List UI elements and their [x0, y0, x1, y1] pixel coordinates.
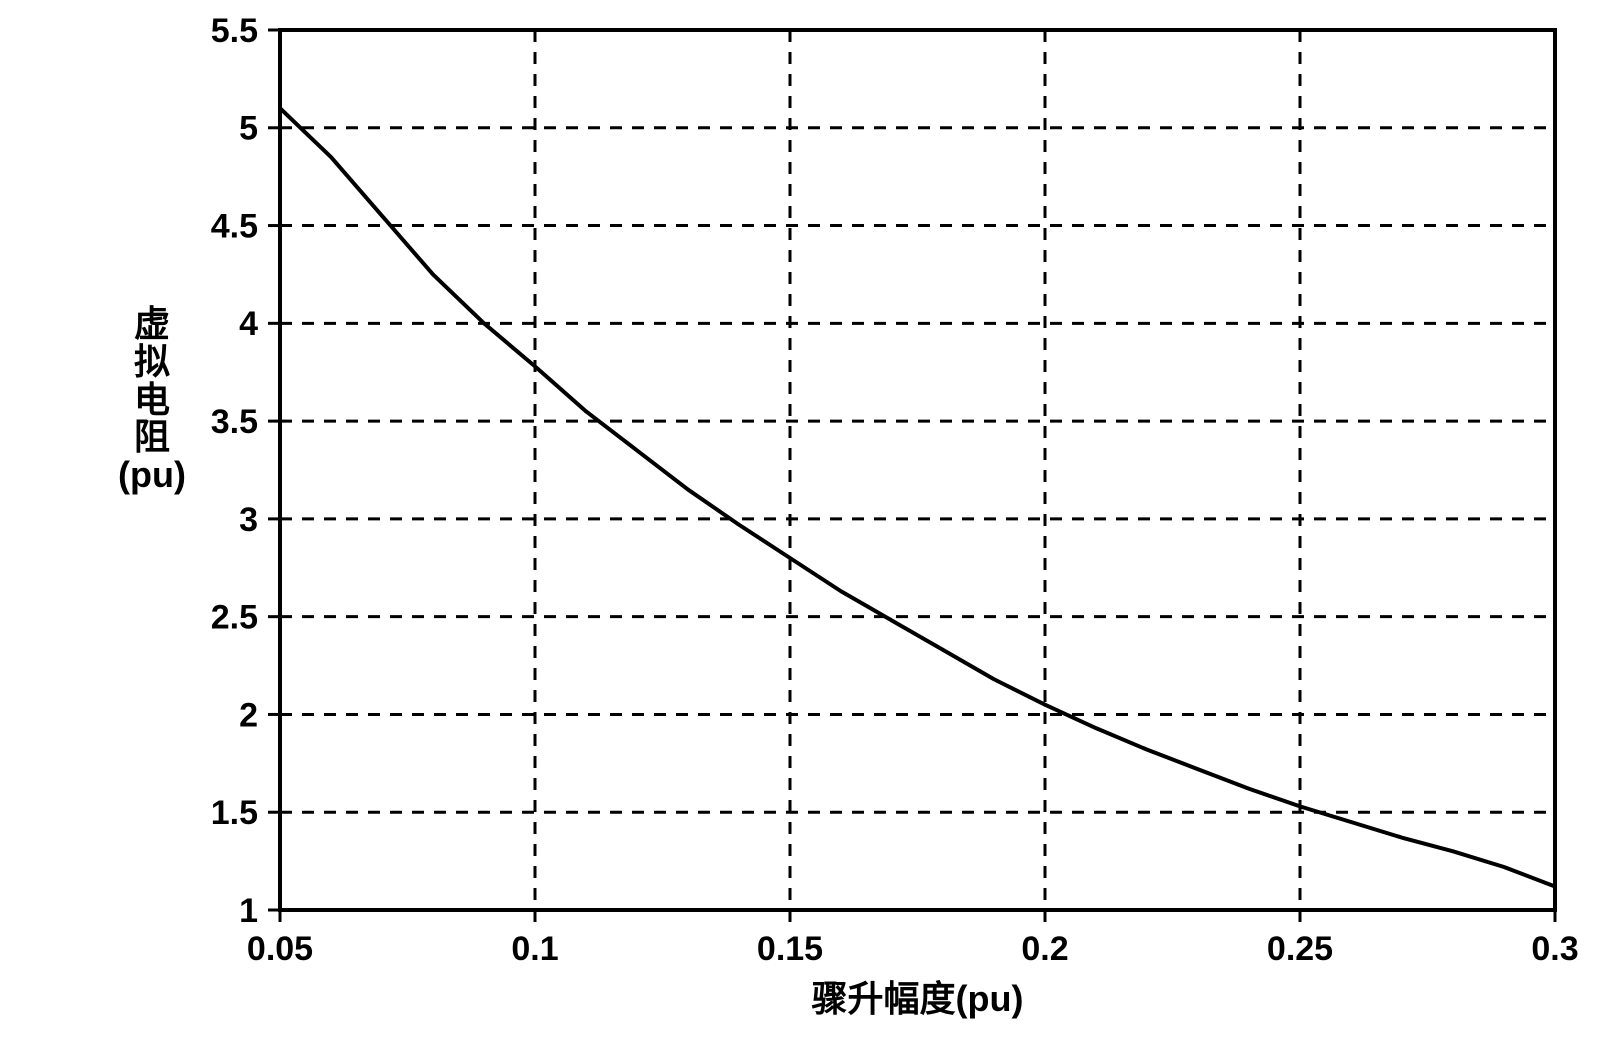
- x-tick-label: 0.2: [1021, 930, 1068, 968]
- y-tick-label: 2.5: [211, 599, 258, 637]
- line-chart: 0.05 0.1 0.15 0.2 0.25 0.3 1 1.5 2 2.5 3 3.5 4 4.5 5 5.…: [0, 0, 1605, 1037]
- y-tick-label: 2: [239, 696, 258, 734]
- y-axis-title-char: (pu): [109, 456, 195, 494]
- y-tick-label: 4: [239, 305, 258, 343]
- y-tick-label: 3: [239, 501, 258, 539]
- y-axis-title-char: 虚: [109, 305, 195, 343]
- y-tick-label: 4.5: [211, 207, 258, 245]
- x-tick-label: 0.1: [511, 930, 558, 968]
- chart-container: 0.05 0.1 0.15 0.2 0.25 0.3 1 1.5 2 2.5 3 3.5 4 4.5 5 5.…: [0, 0, 1605, 1037]
- x-tick-label: 0.3: [1531, 930, 1578, 968]
- x-tick-label: 0.25: [1267, 930, 1333, 968]
- y-tick-label: 3.5: [211, 403, 258, 441]
- y-tick-label: 1.5: [211, 794, 258, 832]
- x-axis-title: 骤升幅度(pu): [812, 978, 1024, 1019]
- x-tick-label: 0.05: [247, 930, 313, 968]
- y-tick-label: 5: [239, 110, 258, 148]
- y-axis-title: 虚拟电阻(pu): [109, 305, 195, 494]
- x-tick-label: 0.15: [757, 930, 823, 968]
- y-tick-label: 5.5: [211, 12, 258, 50]
- y-axis-title-char: 拟: [109, 343, 195, 381]
- y-tick-label: 1: [239, 892, 258, 930]
- y-axis-title-char: 阻: [109, 418, 195, 456]
- y-axis-title-char: 电: [109, 381, 195, 419]
